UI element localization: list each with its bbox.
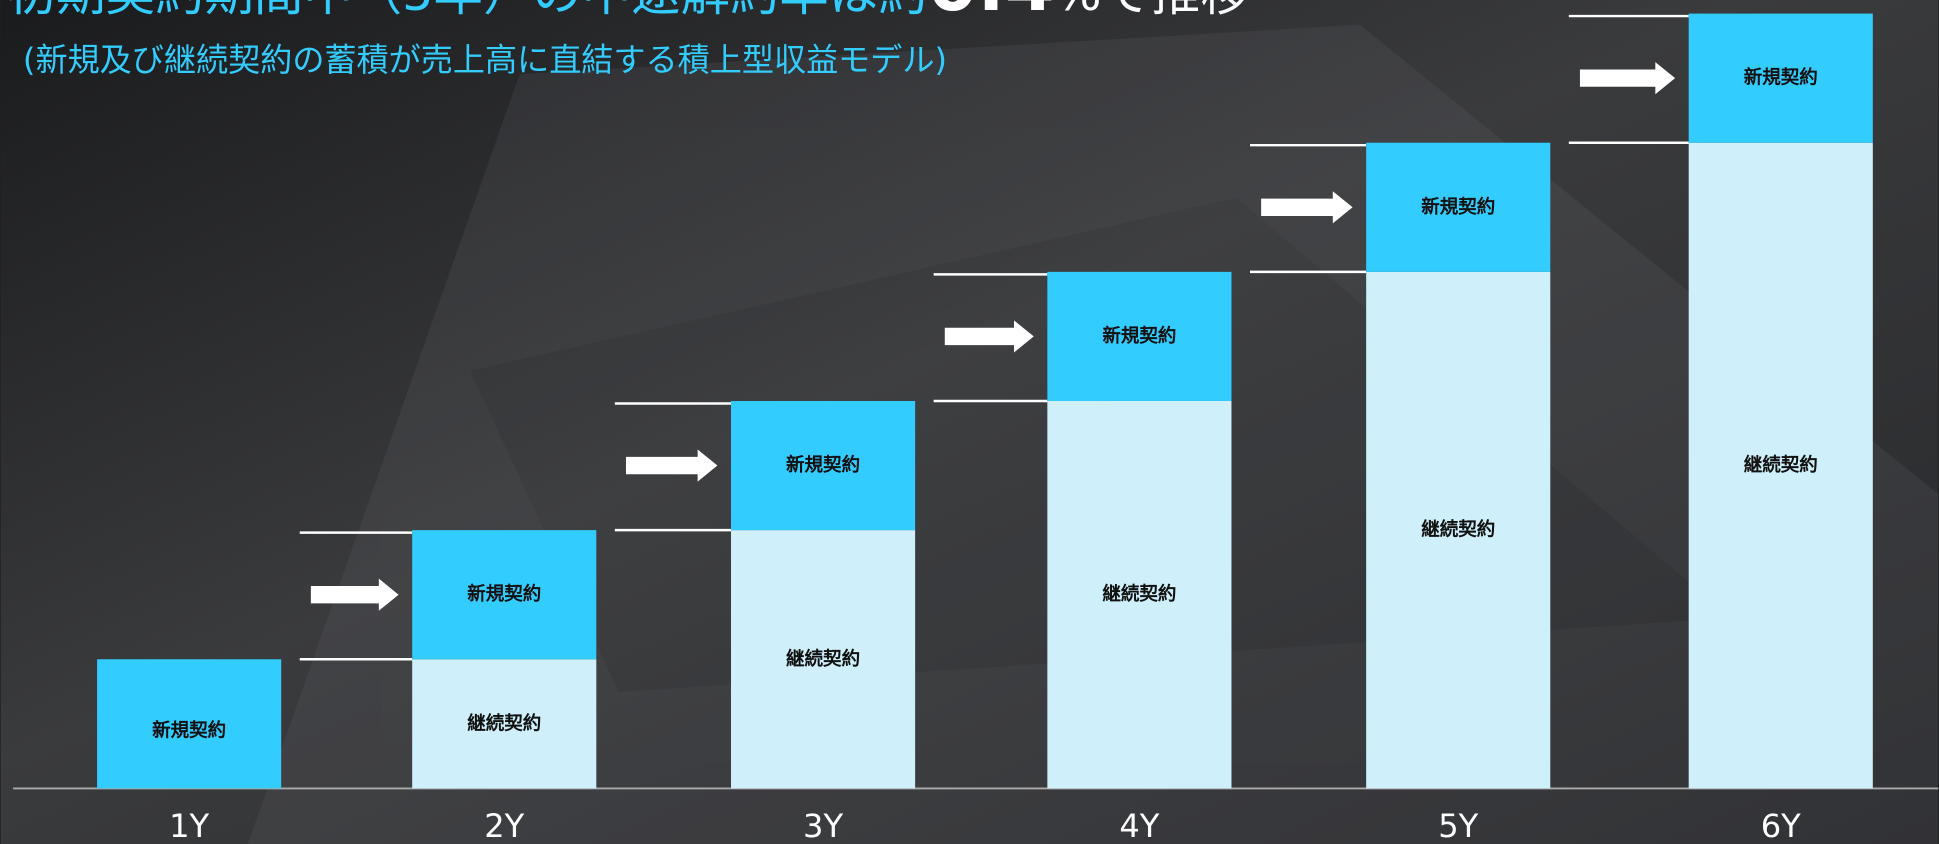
new-segment (1366, 142, 1551, 272)
year-label: 3Y (803, 807, 843, 844)
continuing-segment (1688, 142, 1873, 789)
year-label: 2Y (484, 807, 524, 844)
continuing-segment (1047, 400, 1232, 789)
segment-label: 継続契約 (1421, 519, 1495, 541)
year-label: 4Y (1119, 807, 1159, 844)
year-label: 5Y (1438, 807, 1478, 844)
segment-label: 新規契約 (152, 720, 226, 742)
year-label: 6Y (1761, 807, 1801, 844)
segment-label: 新規契約 (467, 583, 541, 605)
columns: 新規契約1Y継続契約新規契約2Y継続契約新規契約3Y継続契約新規契約4Y継続契約… (97, 13, 1873, 844)
year-label: 1Y (169, 807, 209, 844)
segment-label: 継続契約 (467, 712, 541, 734)
segment-label: 継続契約 (1744, 454, 1818, 476)
new-segment (97, 659, 282, 789)
segment-label: 継続契約 (786, 648, 860, 670)
segment-label: 継続契約 (1102, 583, 1176, 605)
arrow (944, 320, 1034, 353)
continuing-segment (731, 530, 916, 789)
segment-label: 新規契約 (1102, 325, 1176, 347)
new-segment (1688, 13, 1873, 143)
arrow (1579, 62, 1676, 95)
new-segment (412, 530, 597, 660)
new-segment (731, 400, 916, 531)
title-highlight: 0.4 (928, 0, 1055, 27)
subtitle: (新規及び継続契約の蓄積が売上高に直結する積上型収益モデル) (23, 41, 947, 79)
new-segment (1047, 271, 1232, 401)
segment-label: 新規契約 (786, 454, 860, 476)
title-prefix: 初期契約期間中（5年）の中途解約率は約 (7, 0, 928, 22)
arrow (310, 578, 399, 611)
segment-label: 新規契約 (1421, 196, 1495, 218)
title: 初期契約期間中（5年）の中途解約率は約0.4%で推移 (7, 0, 1250, 27)
continuing-segment (412, 659, 597, 789)
segment-label: 新規契約 (1744, 67, 1818, 89)
continuing-segment (1366, 271, 1551, 789)
arrow (1261, 191, 1353, 224)
title-suffix: %で推移 (1055, 0, 1250, 22)
arrow (625, 449, 718, 482)
